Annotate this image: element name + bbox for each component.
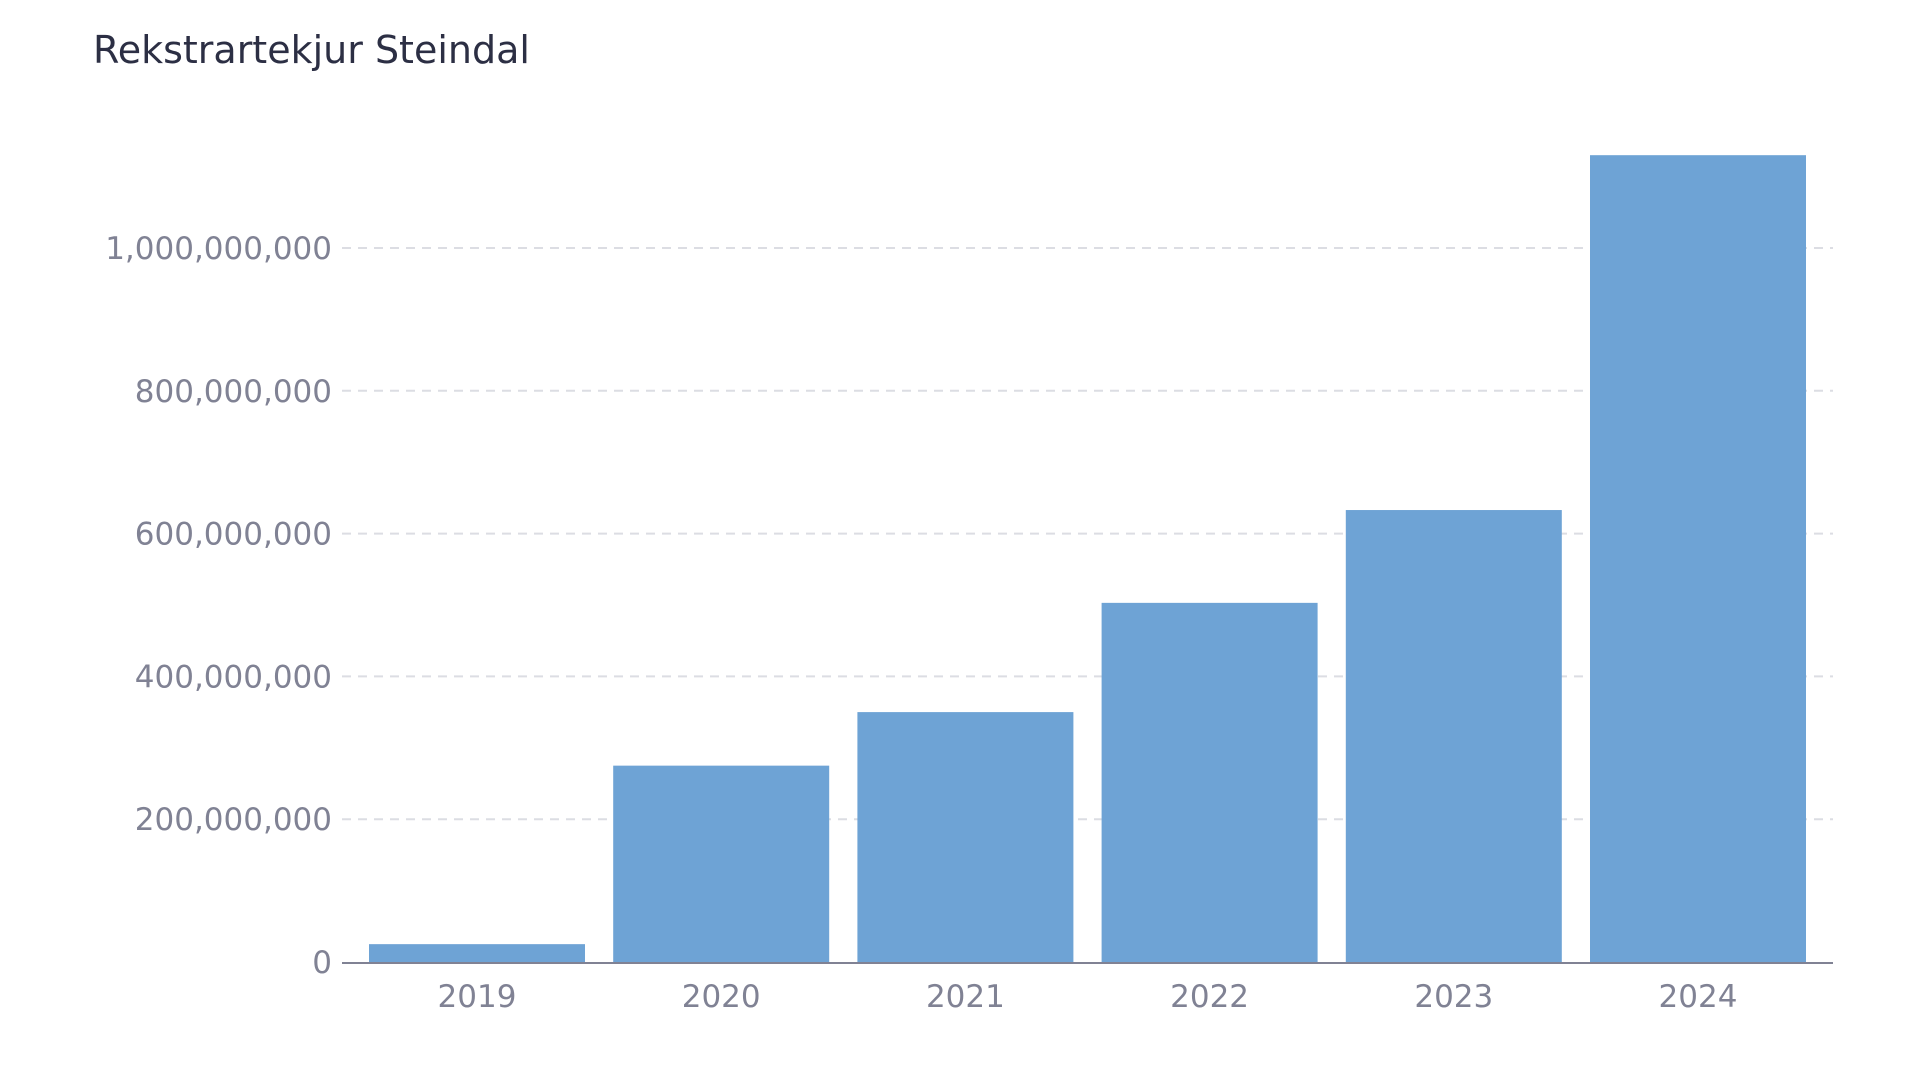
bar-2022[interactable] [1101,602,1318,962]
y-tick-label: 1,000,000,000 [105,231,332,267]
bar-2020[interactable] [613,765,830,962]
x-tick-label: 2023 [1414,979,1493,1015]
x-tick-label: 2022 [1170,979,1249,1015]
x-tick-label: 2020 [682,979,761,1015]
y-tick-label: 0 [312,945,332,981]
y-tick-label: 400,000,000 [135,659,332,695]
bar-2023[interactable] [1345,510,1562,962]
x-tick-label: 2024 [1659,979,1738,1015]
x-axis-ticks: 2019 2020 2021 2022 2023 2024 [438,979,1738,1015]
bar-2021[interactable] [857,712,1074,962]
gridlines [342,247,1833,821]
x-tick-label: 2019 [438,979,517,1015]
bar-2024[interactable] [1590,155,1806,962]
x-tick-label: 2021 [926,979,1005,1015]
chart-title: Rekstrartekjur Steindal [93,28,530,72]
bars [369,155,1806,962]
y-axis-ticks: 0 200,000,000 400,000,000 600,000,000 800,00… [105,231,332,981]
bar-2019[interactable] [369,944,585,962]
y-tick-label: 800,000,000 [135,374,332,410]
y-tick-label: 200,000,000 [135,802,332,838]
y-tick-label: 600,000,000 [135,517,332,553]
